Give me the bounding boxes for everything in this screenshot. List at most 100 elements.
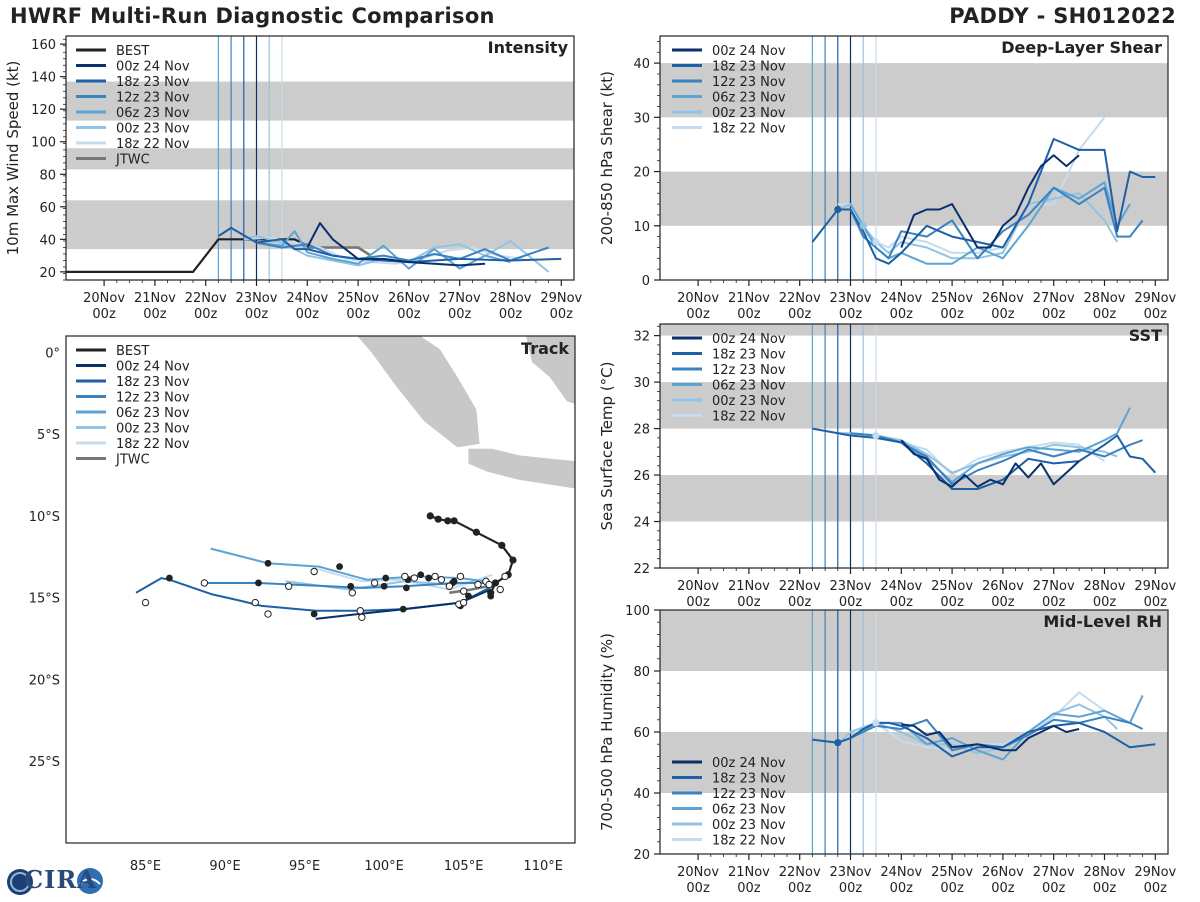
rh-ytick-label: 20	[633, 848, 650, 863]
rh-xtick-label: 26Nov	[982, 865, 1024, 880]
cira-logo: CIRA	[4, 864, 108, 898]
shear-init-marker	[834, 205, 842, 214]
sst-legend-label: 18z 22 Nov	[712, 410, 786, 425]
track-forecast-open-dot	[401, 572, 409, 581]
intensity-legend-label: 00z 24 Nov	[116, 60, 190, 75]
sst-init-marker	[872, 431, 880, 440]
sst-xtick-label-hour: 00z	[788, 595, 812, 610]
track-best-line	[429, 514, 515, 594]
shear-xtick-label-hour: 00z	[1093, 307, 1117, 322]
intensity-ytick-label: 60	[39, 201, 56, 216]
intensity-ytick-label: 140	[31, 71, 56, 86]
rh-ytick-label: 80	[633, 665, 650, 680]
shear-title: Deep-Layer Shear	[1001, 38, 1162, 57]
shear-legend-label: 06z 23 Nov	[712, 91, 786, 106]
cira-logo-text: CIRA	[24, 865, 97, 894]
intensity-xtick-label: 21Nov	[134, 291, 176, 306]
shear-ytick-label: 40	[633, 57, 650, 72]
intensity-ytick-label: 80	[39, 168, 56, 183]
track-forecast-open-dot	[264, 610, 272, 618]
intensity-legend-label: JTWC	[115, 153, 150, 168]
sst-xtick-label: 28Nov	[1084, 579, 1126, 594]
rh-legend-label: 18z 22 Nov	[712, 834, 786, 849]
sst-xtick-label: 24Nov	[880, 579, 922, 594]
track-legend-label: 18z 22 Nov	[116, 437, 190, 452]
track-xtick-label: 85°E	[130, 859, 161, 874]
shear-xtick-label: 29Nov	[1134, 291, 1176, 306]
rh-ytick-label: 40	[633, 787, 650, 802]
sst-ytick-label: 32	[633, 330, 650, 345]
sst-legend-label: 18z 23 Nov	[712, 348, 786, 363]
sst-xtick-label-hour: 00z	[1042, 595, 1066, 610]
intensity-series-1	[217, 226, 562, 264]
sst-xtick-label-hour: 00z	[940, 595, 964, 610]
track-land	[357, 336, 575, 489]
shear-xtick-label-hour: 00z	[1042, 307, 1066, 322]
rh-band	[660, 610, 1168, 671]
sst-panel: 22242628303220Nov00z21Nov00z22Nov00z23No…	[598, 323, 1177, 610]
track-forecast-open-dot	[200, 579, 209, 587]
shear-lines	[811, 116, 1156, 265]
rh-xtick-label-hour: 00z	[839, 881, 863, 896]
shear-xtick-label-hour: 00z	[686, 307, 710, 322]
intensity-xtick-label: 28Nov	[490, 291, 532, 306]
rh-xtick-label-hour: 00z	[1144, 881, 1168, 896]
track-series-5	[313, 567, 493, 591]
intensity-lines	[66, 222, 562, 273]
cira-logo-icon	[7, 868, 103, 895]
rh-xtick-label: 29Nov	[1134, 865, 1176, 880]
shear-xtick-label: 26Nov	[982, 291, 1024, 306]
shear-xtick-label: 27Nov	[1033, 291, 1075, 306]
shear-xtick-label: 24Nov	[880, 291, 922, 306]
intensity-legend-label: 18z 23 Nov	[116, 75, 190, 90]
track-forecast-open-dot	[459, 598, 468, 607]
track-forecast-open-dot	[431, 572, 439, 581]
track-legend-label: 06z 23 Nov	[116, 406, 190, 421]
sst-xtick-label-hour: 00z	[686, 595, 710, 610]
track-best-dot	[509, 556, 517, 564]
shear-xtick-label: 20Nov	[677, 291, 719, 306]
track-best-dot	[472, 528, 480, 536]
sst-xtick-label-hour: 00z	[737, 595, 761, 610]
track-forecast-open-dot	[251, 598, 259, 607]
rh-xtick-label-hour: 00z	[737, 881, 761, 896]
intensity-xtick-label-hour: 00z	[499, 307, 523, 322]
track-lines	[135, 512, 517, 622]
sst-xtick-label: 20Nov	[677, 579, 719, 594]
rh-xtick-label: 24Nov	[880, 865, 922, 880]
sst-xtick-label: 27Nov	[1033, 579, 1075, 594]
shear-ytick-label: 10	[633, 220, 650, 235]
sst-ytick-label: 22	[633, 562, 650, 577]
track-forecast-dot	[425, 574, 433, 582]
shear-ytick-label: 20	[633, 166, 650, 181]
rh-band	[660, 732, 1168, 793]
rh-xtick-label: 20Nov	[677, 865, 719, 880]
track-forecast-open-dot	[141, 598, 150, 607]
track-title: Track	[521, 339, 569, 358]
rh-legend-label: 00z 23 Nov	[712, 818, 786, 833]
intensity-ytick-label: 20	[39, 266, 56, 281]
track-forecast-dot	[165, 574, 173, 582]
track-xtick-label: 110°E	[523, 859, 563, 874]
track-best-dot	[444, 517, 452, 525]
sst-xtick-label: 23Nov	[830, 579, 872, 594]
intensity-series-3	[256, 230, 511, 270]
sst-xtick-label-hour: 00z	[890, 595, 914, 610]
track-forecast-open-dot	[284, 582, 293, 590]
rh-xtick-label-hour: 00z	[991, 881, 1015, 896]
track-forecast-open-dot	[496, 585, 504, 594]
track-ytick-label: 5°S	[37, 428, 60, 443]
land-mass	[526, 336, 575, 404]
track-best-dot	[491, 579, 500, 587]
track-legend-label: 12z 23 Nov	[116, 391, 190, 406]
shear-series-1	[811, 138, 1156, 265]
intensity-xtick-label-hour: 00z	[296, 307, 320, 322]
intensity-xtick-label-hour: 00z	[245, 307, 269, 322]
track-ytick-label: 15°S	[29, 592, 60, 607]
shear-xtick-label-hour: 00z	[788, 307, 812, 322]
track-forecast-dot	[264, 559, 272, 567]
rh-legend-label: 06z 23 Nov	[712, 803, 786, 818]
intensity-xtick-label: 27Nov	[439, 291, 481, 306]
sst-xtick-label: 21Nov	[728, 579, 770, 594]
